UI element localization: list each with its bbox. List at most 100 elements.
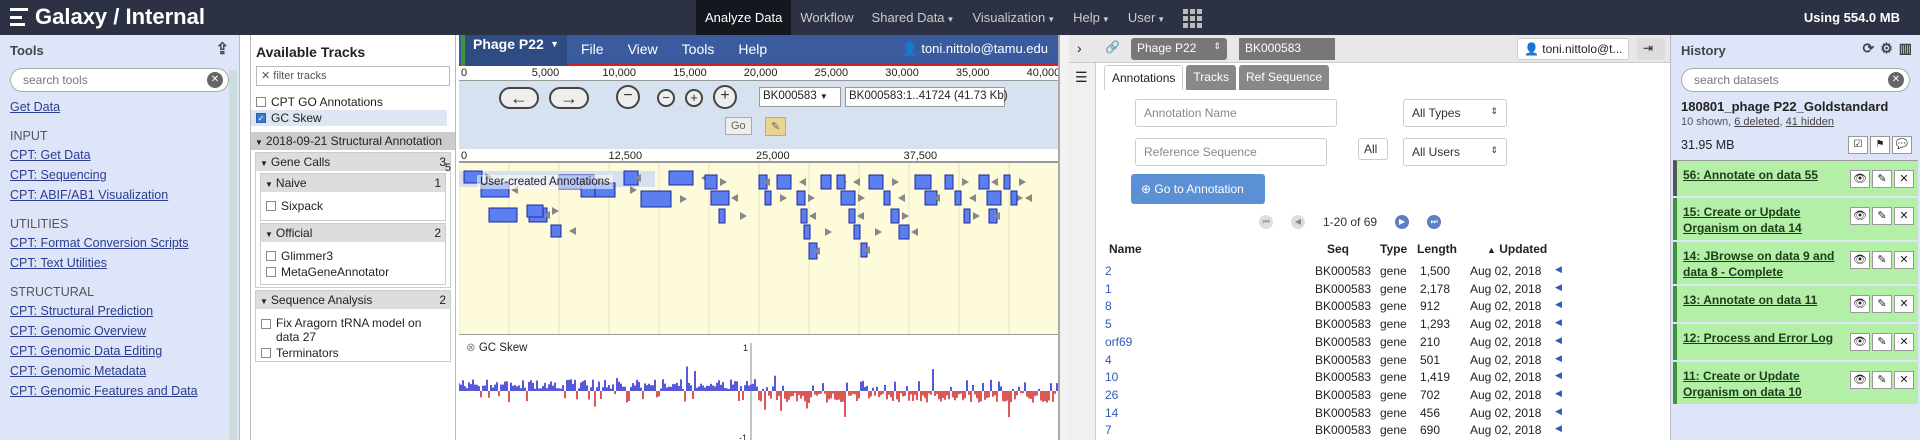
pencil-icon[interactable]: ✎	[1872, 170, 1892, 188]
table-row[interactable]: 7 BK000583 gene 690 Aug 02, 2018 ◀	[1095, 421, 1670, 439]
eye-icon[interactable]: 👁	[1850, 207, 1870, 225]
table-row[interactable]: 10 BK000583 gene 1,419 Aug 02, 2018 ◀	[1095, 368, 1670, 386]
tool-search-input[interactable]: search tools ✕	[10, 68, 229, 92]
eye-icon[interactable]: 👁	[1850, 333, 1870, 351]
delete-icon[interactable]: ✕	[1894, 170, 1914, 188]
track-checkbox-aragorn[interactable]: Fix Aragorn tRNA model on data 27	[256, 315, 450, 345]
types-select[interactable]: All Types ⇕	[1403, 99, 1507, 127]
gene-feature[interactable]	[963, 208, 971, 224]
col-updated[interactable]: ▲ Updated	[1487, 242, 1548, 256]
track-category[interactable]: ▼ 2018-09-21 Structural Annotation	[251, 132, 455, 150]
col-type[interactable]: Type	[1380, 242, 1408, 256]
tab-tracks[interactable]: Tracks	[1186, 65, 1236, 90]
upload-icon[interactable]: ⇪	[215, 41, 229, 58]
annotation-name-link[interactable]: 2	[1105, 264, 1112, 278]
list-icon[interactable]: ☰	[1075, 69, 1088, 85]
tool-link[interactable]: CPT: Genomic Overview	[10, 324, 147, 338]
close-track-icon[interactable]: ⊗	[466, 342, 476, 354]
menu-tools[interactable]: Tools	[681, 41, 715, 57]
collapse-icon[interactable]: ▼	[260, 159, 268, 168]
dataset-title[interactable]: 13: Annotate on data 11	[1683, 293, 1818, 307]
annotation-name-link[interactable]: 5	[1105, 317, 1112, 332]
table-row[interactable]: orf69 BK000583 gene 210 Aug 02, 2018 ◀	[1095, 333, 1670, 351]
go-to-annotation-button[interactable]: ⊕ Go to Annotation	[1131, 174, 1265, 204]
prev-page-icon[interactable]: ◀	[1291, 215, 1305, 229]
checkbox-checked[interactable]: ✓	[256, 113, 266, 123]
table-row[interactable]: 14 BK000583 gene 456 Aug 02, 2018 ◀	[1095, 404, 1670, 422]
eye-icon[interactable]: 👁	[1850, 170, 1870, 188]
eye-icon[interactable]: 👁	[1850, 251, 1870, 269]
gene-feature[interactable]	[704, 174, 718, 190]
locate-arrow-icon[interactable]: ◀	[1555, 317, 1562, 328]
refseq-select[interactable]: BK000583 ▼	[759, 87, 841, 107]
delete-icon[interactable]: ✕	[1894, 371, 1914, 389]
track-checkbox-go[interactable]: CPT GO Annotations	[251, 94, 455, 110]
dataset-item[interactable]: 12: Process and Error Log 👁 ✎ ✕	[1673, 324, 1918, 360]
collapse-icon[interactable]: ▼	[255, 138, 263, 147]
go-button[interactable]: Go	[725, 117, 752, 135]
delete-icon[interactable]: ✕	[1894, 207, 1914, 225]
pencil-icon[interactable]: ✎	[1872, 371, 1892, 389]
track-checkbox-terminators[interactable]: Terminators	[256, 345, 450, 361]
select-datasets-icon[interactable]: ☑	[1848, 136, 1868, 154]
dataset-title[interactable]: 15: Create or Update Organism on data 14	[1683, 205, 1802, 235]
gene-feature[interactable]	[836, 174, 846, 190]
tool-link[interactable]: CPT: Sequencing	[10, 168, 107, 182]
delete-icon[interactable]: ✕	[1894, 251, 1914, 269]
col-length[interactable]: Length	[1417, 242, 1457, 256]
track-label-gc-skew[interactable]: ⊗ GC Skew	[463, 339, 531, 355]
refresh-icon[interactable]: ⟳	[1862, 40, 1875, 56]
link-icon[interactable]: 🔗	[1105, 40, 1120, 54]
annotation-name-link[interactable]: orf69	[1105, 334, 1133, 349]
annotation-name-link[interactable]: 8	[1105, 299, 1112, 314]
dataset-item[interactable]: 11: Create or Update Organism on data 10…	[1673, 362, 1918, 404]
dataset-item[interactable]: 56: Annotate on data 55 👁 ✎ ✕	[1673, 160, 1918, 196]
gene-feature[interactable]	[526, 204, 544, 218]
pan-right-button[interactable]: →	[549, 87, 589, 109]
gene-feature[interactable]	[1003, 174, 1011, 190]
pencil-icon[interactable]: ✎	[1872, 295, 1892, 313]
dataset-selector[interactable]: Phage P22 ▼	[461, 35, 567, 66]
collapse-icon[interactable]: ▼	[265, 230, 273, 239]
first-page-icon[interactable]: ⏮	[1259, 215, 1273, 229]
table-row[interactable]: 4 BK000583 gene 501 Aug 02, 2018 ◀	[1095, 351, 1670, 369]
zoom-out-button[interactable]: −	[616, 85, 640, 109]
dataset-item[interactable]: 13: Annotate on data 11 👁 ✎ ✕	[1673, 286, 1918, 322]
track-checkbox-sixpack[interactable]: Sixpack	[261, 198, 445, 214]
dataset-item[interactable]: 14: JBrowse on data 9 and data 8 - Compl…	[1673, 242, 1918, 284]
col-seq[interactable]: Seq	[1327, 242, 1350, 256]
gene-feature[interactable]	[1010, 190, 1018, 206]
annotation-name-link[interactable]: 7	[1105, 423, 1112, 438]
location-input[interactable]: BK000583:1..41724 (41.73 Kb)	[845, 87, 1008, 107]
nav-user[interactable]: User ▼	[1127, 10, 1166, 25]
tool-link[interactable]: CPT: Genomic Data Editing	[10, 344, 163, 358]
nav-help[interactable]: Help ▼	[1073, 10, 1110, 25]
checkbox[interactable]	[266, 251, 276, 261]
menu-help[interactable]: Help	[738, 41, 768, 57]
hidden-link[interactable]: 41 hidden	[1785, 116, 1834, 128]
apollo-user-menu[interactable]: 👤 toni.nittolo@t...	[1517, 38, 1629, 60]
locate-arrow-icon[interactable]: ◀	[1555, 264, 1562, 274]
checkbox[interactable]	[266, 201, 276, 211]
locate-arrow-icon[interactable]: ◀	[1555, 334, 1562, 345]
dataset-title[interactable]: 11: Create or Update Organism on data 10	[1683, 369, 1802, 399]
history-search-input[interactable]: search datasets ✕	[1681, 68, 1910, 92]
tab-ref-sequence[interactable]: Ref Sequence	[1238, 65, 1330, 90]
gene-feature[interactable]	[668, 170, 694, 186]
checkbox[interactable]	[266, 267, 276, 277]
gc-skew-track[interactable]: ⊗ GC Skew 1 -1	[459, 334, 1058, 440]
locate-arrow-icon[interactable]: ◀	[1555, 405, 1562, 416]
locate-arrow-icon[interactable]: ◀	[1555, 423, 1562, 434]
gene-feature[interactable]	[914, 174, 932, 190]
gene-feature[interactable]	[840, 190, 856, 206]
highlight-button[interactable]: ✎	[765, 117, 787, 136]
menu-file[interactable]: File	[581, 41, 604, 57]
zoom-in-button[interactable]: +	[713, 85, 737, 109]
annotation-name-link[interactable]: 10	[1105, 370, 1119, 385]
columns-icon[interactable]: ▥	[1898, 40, 1912, 56]
last-page-icon[interactable]: ⏭	[1427, 215, 1442, 229]
annotation-name-link[interactable]: 26	[1105, 387, 1119, 402]
nav-shared-data[interactable]: Shared Data ▼	[871, 10, 955, 25]
user-annotations-track[interactable]: User-created Annotations	[459, 162, 1058, 335]
dataset-item[interactable]: 15: Create or Update Organism on data 14…	[1673, 198, 1918, 240]
